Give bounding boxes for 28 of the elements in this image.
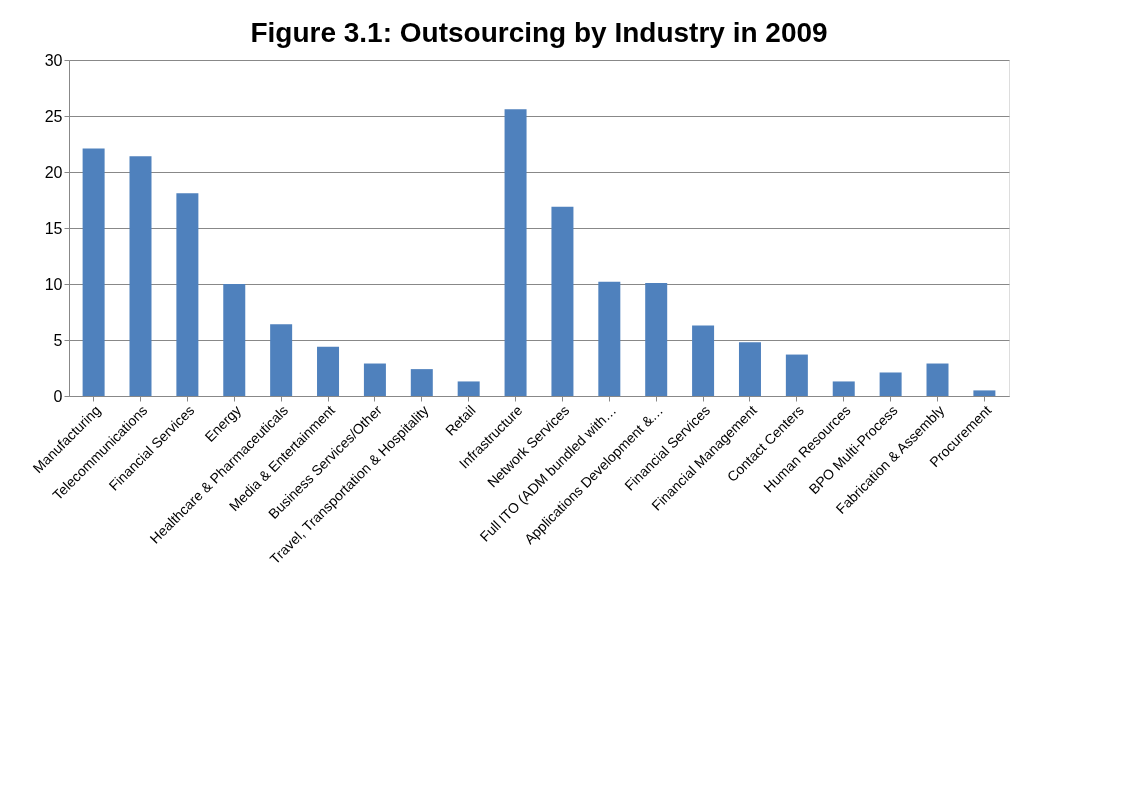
bar [363, 363, 386, 396]
y-tick-label: 5 [53, 331, 63, 349]
y-tick-label: 20 [44, 163, 63, 181]
y-tick-label: 15 [44, 219, 63, 237]
bar [973, 390, 996, 396]
bar [457, 381, 480, 396]
bar [129, 156, 152, 396]
bar [832, 381, 855, 396]
bar [223, 284, 246, 396]
chart-title: Figure 3.1: Outsourcing by Industry in 2009 [250, 17, 828, 48]
y-tick-label: 10 [44, 275, 63, 293]
bar [176, 193, 199, 396]
y-tick-label: 30 [44, 51, 63, 69]
bar [738, 342, 761, 396]
bar [598, 281, 621, 396]
bar [551, 206, 574, 396]
bar [410, 369, 433, 396]
bar [504, 109, 527, 396]
bar [879, 372, 902, 396]
bar [645, 282, 668, 396]
bar [926, 363, 949, 396]
bar [317, 346, 340, 396]
y-tick-label: 25 [44, 107, 63, 125]
bar [82, 148, 105, 396]
bar [692, 325, 715, 396]
y-tick-label: 0 [53, 387, 63, 405]
bar [270, 324, 293, 396]
bar [785, 354, 808, 396]
